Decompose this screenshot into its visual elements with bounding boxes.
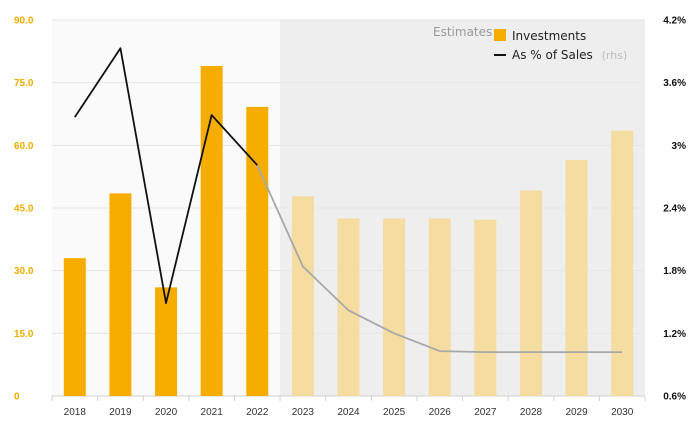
x-axis: 2018 2019 2020 2021 2022 2023 2024 2025 2026 2027… — [64, 407, 634, 418]
right-axis-tick-label: 1.2% — [663, 329, 686, 340]
left-axis-tick-label: 45.0 — [14, 204, 34, 215]
right-axis: 0.6% 1.2% 1.8% 2.4% 3% 3.6% 4.2% — [663, 16, 686, 403]
x-axis-tick-label: 2022 — [246, 407, 269, 418]
left-axis-tick-label: 30.0 — [14, 266, 34, 277]
x-axis-tick-label: 2018 — [64, 407, 87, 418]
legend-investments-label: Investments — [512, 29, 586, 43]
sales-ratio-line-estimate — [256, 164, 623, 354]
x-axis-tick-label: 2030 — [611, 407, 634, 418]
x-axis-tick-label: 2021 — [201, 407, 224, 418]
legend-sales-ratio-suffix: (rhs) — [602, 49, 628, 62]
investment-bar — [291, 196, 314, 396]
x-axis-tick-label: 2028 — [520, 407, 543, 418]
right-axis-tick-label: 0.6% — [663, 392, 686, 403]
left-axis-tick-label: 90.0 — [14, 16, 34, 27]
investment-bar — [519, 190, 542, 396]
x-axis-tick-label: 2024 — [337, 407, 360, 418]
left-axis-tick-label: 60.0 — [14, 141, 34, 152]
investment-bar — [109, 193, 132, 396]
left-axis-tick-label: 75.0 — [14, 78, 34, 89]
legend-sales-ratio-name: As % of Sales — [512, 48, 593, 62]
estimates-label: Estimates — [433, 25, 492, 39]
x-axis-tick-label: 2029 — [565, 407, 588, 418]
investment-bar — [383, 218, 406, 396]
right-axis-tick-label: 4.2% — [663, 16, 686, 27]
x-axis-tick-label: 2025 — [383, 407, 406, 418]
x-axis-tick-label: 2019 — [109, 407, 132, 418]
x-axis-tick-label: 2027 — [474, 407, 497, 418]
sales-ratio-line — [74, 47, 623, 354]
sales-ratio-line-actual — [74, 47, 258, 304]
x-axis-tick-label: 2026 — [429, 407, 452, 418]
legend-sales-ratio-label: As % of Sales (rhs) — [512, 48, 627, 62]
investment-bar — [428, 218, 451, 396]
investment-bar — [337, 218, 360, 396]
left-axis-tick-label: 0 — [14, 392, 20, 403]
legend: Investments As % of Sales (rhs) — [494, 29, 627, 62]
investment-bar — [63, 258, 86, 396]
legend-investments-swatch — [494, 29, 506, 41]
x-axis-tick-label: 2023 — [292, 407, 315, 418]
right-axis-tick-label: 3.6% — [663, 78, 686, 89]
investment-bars — [63, 65, 634, 397]
right-axis-tick-label: 3% — [672, 141, 687, 152]
investment-bar — [246, 106, 269, 397]
investment-bar — [611, 130, 634, 396]
left-axis-tick-label: 15.0 — [14, 329, 34, 340]
investment-bar — [474, 219, 497, 396]
investment-bar — [565, 159, 588, 396]
right-axis-tick-label: 2.4% — [663, 204, 686, 215]
left-axis: 0 15.0 30.0 45.0 60.0 75.0 90.0 — [14, 16, 34, 403]
investment-bar — [200, 65, 223, 396]
x-axis-tick-label: 2020 — [155, 407, 178, 418]
right-axis-tick-label: 1.8% — [663, 266, 686, 277]
investment-bar — [155, 287, 178, 396]
